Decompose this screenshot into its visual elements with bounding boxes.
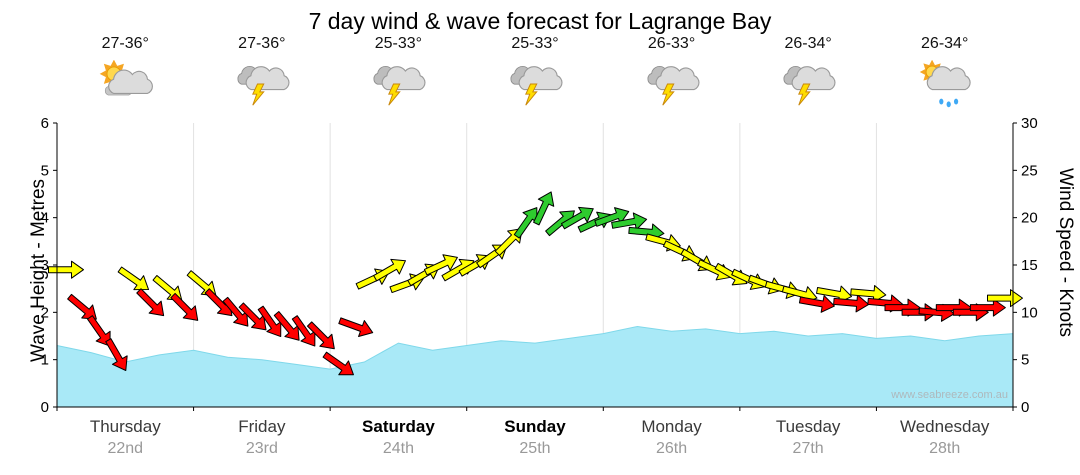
wind-arrow [238,302,267,331]
thunderstorm-icon [603,60,740,108]
left-tick-label: 4 [41,210,49,227]
day-name-label: Tuesday [775,417,841,436]
day-footer-thursday: Thursday 22nd [57,417,194,458]
day-date-label: 23rd [245,440,278,457]
day-footer-tuesday: Tuesday 27th [740,417,877,458]
thunderstorm-icon [467,60,604,108]
day-date-label: 24th [382,440,414,457]
wind-arrow [969,298,1006,317]
day-footer-sunday: Sunday 25th [467,417,604,458]
day-name-label: Wednesday [899,417,990,436]
day-name-label: Friday [238,417,286,436]
wind-arrow [798,295,835,313]
day-name-label: Sunday [504,417,566,436]
day-footer-saturday: Saturday 24th [330,417,467,458]
wind-arrow [306,321,335,350]
day-name-label: Thursday [89,417,161,436]
wind-arrow [257,305,282,338]
left-tick-label: 0 [41,399,49,416]
wind-arrow [373,258,406,282]
day-header-tuesday: 26-34° [740,34,877,108]
day-date-label: 28th [929,440,961,457]
wind-arrow [322,351,354,376]
wind-arrow [48,260,84,279]
temp-range-label: 25-33° [511,35,559,52]
temp-range-label: 27-36° [101,35,149,52]
day-header-friday: 27-36° [194,34,331,108]
wave-height-area [56,325,1014,408]
day-name-label: Saturday [362,417,435,436]
wind-arrow [117,266,150,291]
day-footer-friday: Friday 23rd [194,417,331,458]
right-tick-label: 20 [1021,210,1038,227]
temp-range-label: 27-36° [238,35,286,52]
wind-arrow [86,315,111,347]
sun-showers-icon [876,59,1013,108]
watermark: www.seabreeze.com.au [891,389,1008,401]
day-header-wednesday: 26-34° [876,34,1013,108]
wind-arrow [560,206,594,230]
temp-range-label: 26-34° [784,35,832,52]
day-name-label: Monday [641,417,702,436]
temp-range-label: 25-33° [374,35,423,52]
wind-arrow [423,254,458,276]
thunderstorm-icon [740,60,877,108]
day-header-monday: 26-33° [603,34,740,108]
thunderstorm-icon [194,60,331,108]
temp-range-label: 26-34° [921,35,969,52]
day-date-label: 27th [792,440,824,457]
left-axis-title: Wave Height - Metres [28,178,49,362]
right-tick-label: 0 [1021,399,1029,416]
right-tick-label: 5 [1021,352,1029,369]
left-tick-label: 5 [41,162,49,179]
day-header-saturday: 25-33° [330,34,467,108]
day-footer-wednesday: Wednesday 28th [876,417,1013,458]
partly-cloudy-icon [57,59,194,108]
right-tick-label: 25 [1021,162,1038,179]
day-header-sunday: 25-33° [467,34,604,108]
chart-title: 7 day wind & wave forecast for Lagrange … [308,8,772,34]
wind-arrow [136,288,165,317]
left-tick-label: 1 [41,352,49,369]
day-date-label: 25th [519,440,551,457]
wind-arrow [291,315,316,347]
wind-arrow [105,338,128,371]
day-header-thursday: 27-36° [57,34,194,108]
wind-arrow [170,292,199,321]
right-tick-label: 30 [1021,115,1038,132]
wind-arrow [987,289,1023,308]
day-date-label: 22nd [107,440,144,457]
right-tick-label: 10 [1021,304,1038,321]
wind-arrow [611,212,648,231]
wind-arrow [833,294,870,313]
thunderstorm-icon [330,60,467,108]
right-axis-title: Wind Speed - Knots [1055,168,1076,337]
wind-arrow [273,311,300,341]
wind-arrow [533,191,555,226]
right-tick-label: 15 [1021,257,1038,274]
day-date-label: 26th [655,440,688,457]
left-tick-label: 2 [41,304,49,321]
day-footer-monday: Monday 26th [603,417,740,458]
wind-arrow [338,317,374,338]
wind-arrow [222,296,249,327]
left-tick-label: 3 [41,257,49,274]
wind-arrow [850,284,887,303]
left-tick-label: 6 [41,115,49,132]
temp-range-label: 26-33° [647,35,696,52]
